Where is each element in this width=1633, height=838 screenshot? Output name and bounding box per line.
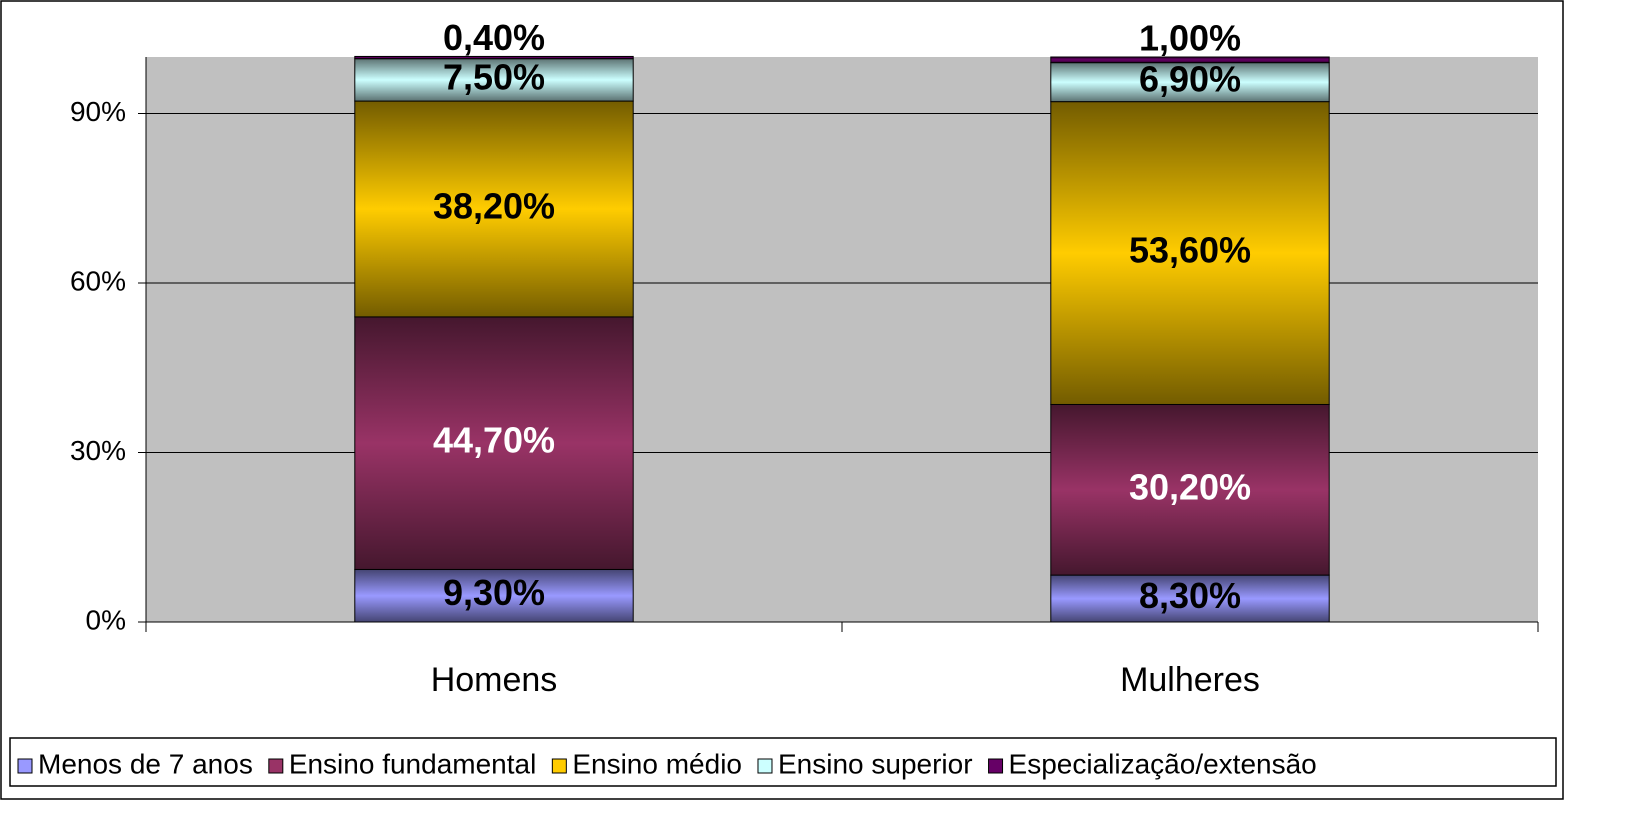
legend-label: Ensino fundamental (289, 748, 537, 779)
value-label: 0,40% (443, 17, 545, 58)
legend-marker (17, 758, 33, 774)
bar-shade (354, 55, 634, 60)
value-label: 7,50% (443, 56, 545, 97)
bar-shade (1050, 62, 1330, 103)
bar-shade (354, 568, 634, 623)
value-label: 30,20% (1129, 466, 1251, 507)
value-label: 44,70% (433, 420, 555, 461)
bar-shade (354, 58, 634, 102)
value-label: 6,90% (1139, 59, 1241, 100)
legend-marker (757, 758, 773, 774)
legend-label: Ensino superior (778, 748, 973, 779)
bar-shade (1050, 101, 1330, 405)
y-tick-label: 30% (70, 435, 126, 466)
y-tick-label: 0% (86, 604, 126, 635)
y-tick-label: 90% (70, 96, 126, 127)
x-tick-label: Homens (431, 661, 558, 699)
legend-marker (551, 758, 567, 774)
x-tick-label: Mulheres (1120, 661, 1260, 699)
bar-shade (1050, 574, 1330, 623)
legend-label: Especialização/extensão (1009, 748, 1317, 779)
value-label: 9,30% (443, 572, 545, 613)
legend-marker (988, 758, 1004, 774)
value-label: 8,30% (1139, 575, 1241, 616)
value-label: 53,60% (1129, 230, 1251, 271)
y-tick-label: 60% (70, 265, 126, 296)
bar-shade (1050, 56, 1330, 64)
value-label: 38,20% (433, 186, 555, 227)
legend-label: Ensino médio (572, 748, 742, 779)
legend-marker (268, 758, 284, 774)
legend-box (9, 737, 1557, 787)
legend-label: Menos de 7 anos (38, 748, 253, 779)
value-label: 1,00% (1139, 18, 1241, 59)
bar-shade (354, 100, 634, 318)
